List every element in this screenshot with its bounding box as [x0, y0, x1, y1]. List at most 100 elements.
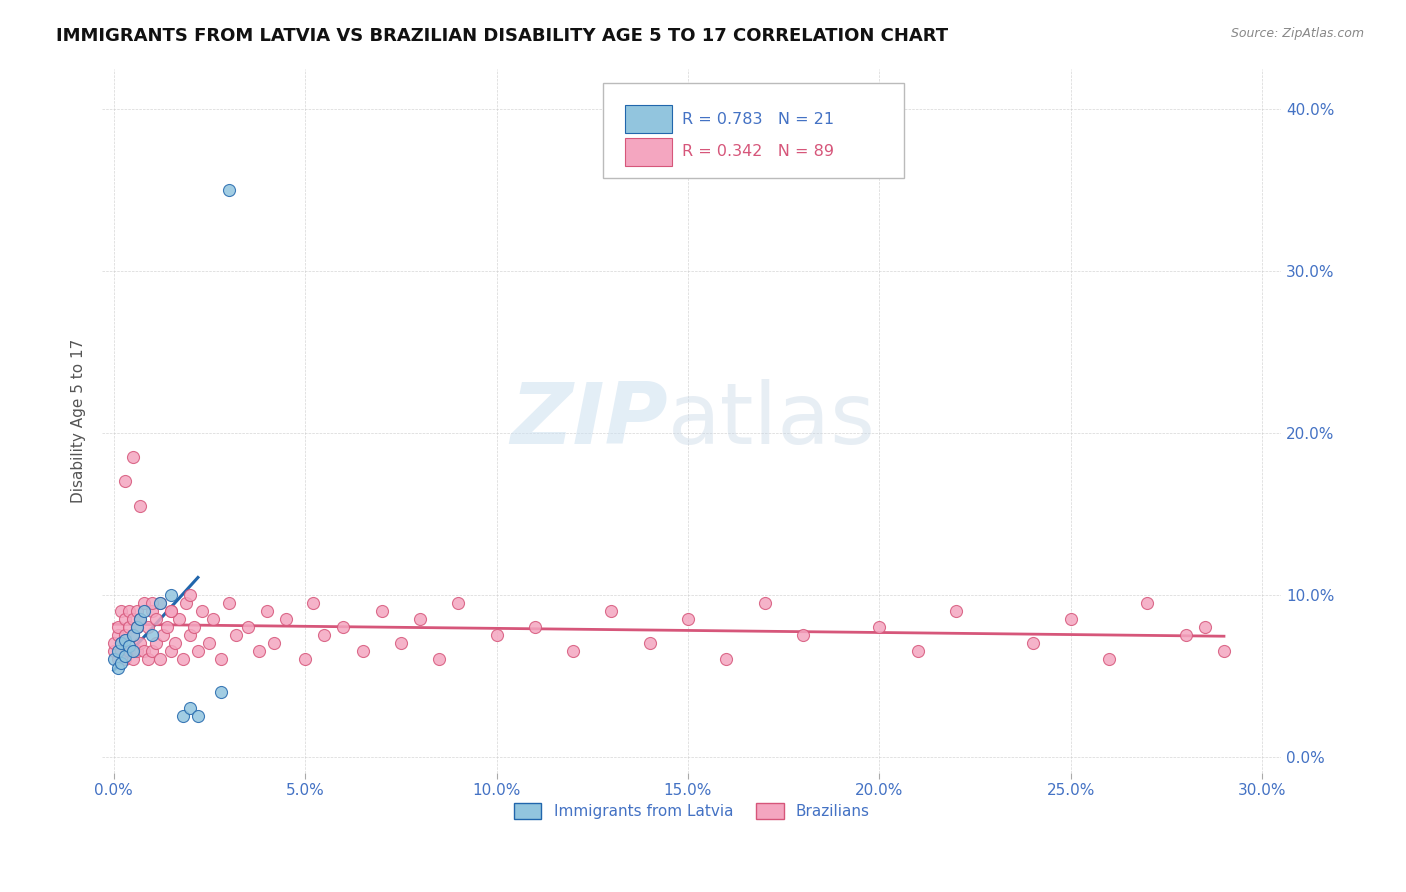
Point [114, 649, 136, 664]
Point [110, 644, 132, 658]
Point [121, 644, 143, 658]
Point [136, 620, 159, 634]
Point [118, 640, 141, 654]
Point [107, 628, 129, 642]
Point [236, 620, 259, 634]
Point [183, 620, 205, 634]
Legend: Immigrants from Latvia, Brazilians: Immigrants from Latvia, Brazilians [508, 797, 876, 825]
Point [141, 604, 163, 618]
Point [1021, 636, 1043, 650]
Point [114, 652, 136, 666]
Point [198, 636, 221, 650]
Point [125, 604, 148, 618]
Point [314, 628, 336, 642]
Point [121, 612, 143, 626]
FancyBboxPatch shape [624, 137, 672, 166]
Point [107, 620, 129, 634]
Point [716, 652, 738, 666]
Point [202, 612, 225, 626]
Point [114, 475, 136, 489]
Point [125, 620, 148, 634]
Point [129, 636, 152, 650]
Point [247, 644, 270, 658]
Point [427, 652, 450, 666]
Point [945, 604, 967, 618]
Point [156, 620, 179, 634]
Point [134, 644, 156, 658]
Point [1098, 652, 1121, 666]
Text: IMMIGRANTS FROM LATVIA VS BRAZILIAN DISABILITY AGE 5 TO 17 CORRELATION CHART: IMMIGRANTS FROM LATVIA VS BRAZILIAN DISA… [56, 27, 949, 45]
Point [125, 620, 148, 634]
Point [352, 644, 374, 658]
Point [149, 596, 172, 610]
Point [209, 652, 232, 666]
Point [209, 685, 232, 699]
Point [523, 620, 546, 634]
Point [125, 644, 148, 658]
Point [676, 612, 699, 626]
Point [141, 644, 163, 658]
Point [792, 628, 814, 642]
Point [107, 660, 129, 674]
Point [129, 612, 152, 626]
Point [160, 644, 183, 658]
Point [907, 644, 929, 658]
Point [638, 636, 661, 650]
Point [172, 709, 194, 723]
Point [179, 588, 201, 602]
Point [118, 644, 141, 658]
Point [103, 636, 125, 650]
Point [110, 604, 132, 618]
Point [1194, 620, 1216, 634]
Point [274, 612, 297, 626]
Point [103, 652, 125, 666]
Point [163, 636, 186, 650]
Point [114, 612, 136, 626]
Point [167, 612, 190, 626]
Point [225, 628, 247, 642]
Point [187, 644, 209, 658]
Point [136, 652, 159, 666]
Point [754, 596, 776, 610]
Point [103, 644, 125, 658]
Text: Source: ZipAtlas.com: Source: ZipAtlas.com [1230, 27, 1364, 40]
Point [145, 636, 167, 650]
Text: R = 0.342   N = 89: R = 0.342 N = 89 [682, 145, 834, 159]
Point [218, 596, 240, 610]
Point [129, 612, 152, 626]
Point [179, 628, 201, 642]
Point [179, 701, 201, 715]
Point [868, 620, 890, 634]
FancyBboxPatch shape [624, 105, 672, 133]
Point [110, 636, 132, 650]
Text: R = 0.783   N = 21: R = 0.783 N = 21 [682, 112, 835, 127]
Point [149, 596, 172, 610]
Point [600, 604, 623, 618]
Point [114, 628, 136, 642]
Point [1060, 612, 1083, 626]
Point [114, 632, 136, 647]
Point [118, 620, 141, 634]
Point [263, 636, 285, 650]
Point [294, 652, 316, 666]
Point [129, 499, 152, 513]
Point [145, 612, 167, 626]
Point [110, 636, 132, 650]
Text: atlas: atlas [668, 379, 876, 462]
Point [447, 596, 470, 610]
Point [110, 656, 132, 670]
Point [134, 596, 156, 610]
Point [218, 183, 240, 197]
Point [160, 604, 183, 618]
Point [370, 604, 392, 618]
Point [121, 628, 143, 642]
Point [301, 596, 323, 610]
FancyBboxPatch shape [603, 83, 904, 178]
Point [389, 636, 412, 650]
Point [141, 596, 163, 610]
Point [1136, 596, 1159, 610]
Point [562, 644, 585, 658]
Point [152, 628, 174, 642]
Point [141, 628, 163, 642]
Point [176, 596, 198, 610]
